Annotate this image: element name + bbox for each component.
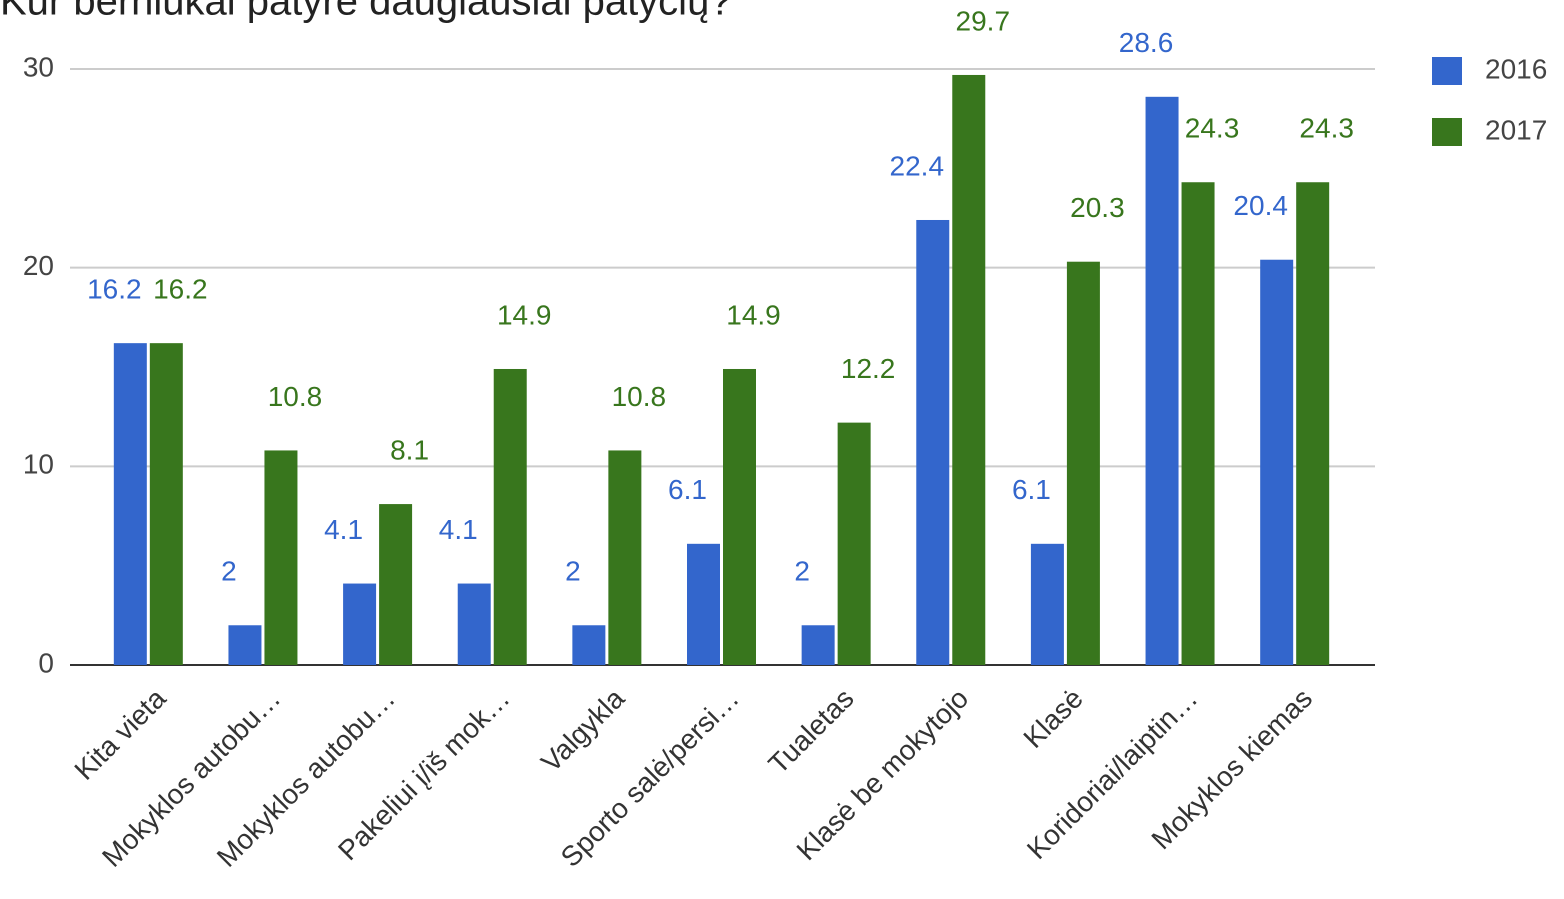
bar	[343, 583, 377, 665]
bar	[801, 625, 835, 665]
data-label: 22.4	[890, 150, 945, 181]
data-label: 24.3	[1299, 113, 1354, 144]
bar	[608, 450, 642, 665]
bar	[952, 74, 986, 665]
bar	[687, 543, 720, 665]
x-tick-label: Klasė	[1017, 683, 1088, 754]
data-label: 10.8	[268, 381, 323, 412]
bar	[837, 422, 871, 665]
data-label: 4.1	[324, 514, 363, 545]
bar	[113, 343, 147, 665]
data-label: 2	[794, 556, 810, 587]
bar	[572, 625, 606, 665]
x-tick-label: Valgykla	[535, 682, 631, 778]
x-tick-label: Tualetas	[762, 683, 859, 780]
data-label: 28.6	[1119, 27, 1174, 58]
legend-label: 2017	[1485, 114, 1547, 145]
y-tick-label: 20	[23, 250, 54, 281]
bar	[228, 625, 262, 665]
data-label: 8.1	[390, 434, 429, 465]
bar	[1296, 182, 1330, 666]
legend-swatch	[1432, 57, 1462, 85]
data-label: 16.2	[87, 274, 142, 305]
data-label: 12.2	[841, 353, 896, 384]
bar	[723, 368, 756, 665]
data-label: 29.7	[956, 5, 1011, 36]
y-tick-label: 0	[38, 647, 54, 678]
y-tick-label: 30	[23, 51, 54, 82]
bar	[1030, 543, 1064, 665]
bar	[1066, 261, 1100, 665]
data-label: 6.1	[1012, 474, 1051, 505]
bar	[1145, 96, 1179, 665]
x-tick-label: Kita vieta	[68, 682, 172, 786]
bar	[149, 343, 183, 665]
bar	[264, 450, 298, 665]
chart-title: Kur berniukai patyrė daugiausiai patyčių…	[0, 0, 732, 24]
data-label: 20.4	[1233, 190, 1288, 221]
data-label: 14.9	[726, 299, 781, 330]
data-label: 2	[221, 556, 237, 587]
data-label: 24.3	[1185, 113, 1240, 144]
data-label: 2	[565, 556, 581, 587]
bar	[1260, 259, 1294, 665]
data-label: 10.8	[612, 381, 667, 412]
legend-label: 2016	[1485, 53, 1547, 84]
data-label: 20.3	[1070, 192, 1125, 223]
bar	[379, 504, 413, 665]
y-tick-label: 10	[23, 449, 54, 480]
data-label: 14.9	[497, 299, 552, 330]
data-label: 6.1	[668, 474, 707, 505]
bar	[916, 219, 950, 665]
data-label: 16.2	[153, 274, 208, 305]
bar	[457, 583, 491, 665]
data-label: 4.1	[439, 514, 478, 545]
legend-swatch	[1432, 118, 1462, 146]
bar	[493, 368, 527, 665]
bar	[1181, 182, 1215, 666]
